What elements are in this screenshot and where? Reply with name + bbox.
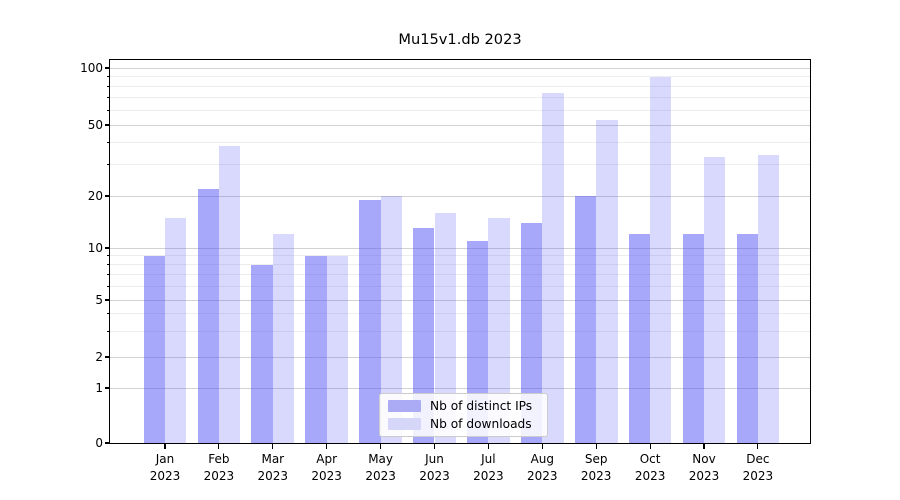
- legend-row-downloads: Nb of downloads: [388, 417, 539, 431]
- x-tick-label: Aug 2023: [514, 451, 570, 484]
- x-tick-label: Dec 2023: [730, 451, 786, 484]
- x-tick-label-year: 2023: [149, 468, 181, 483]
- y-tick-label: 20: [87, 189, 103, 203]
- legend-label-downloads: Nb of downloads: [430, 416, 532, 431]
- x-tick-label-year: 2023: [688, 468, 720, 483]
- y-tick-label: 5: [95, 293, 103, 307]
- legend-swatch-distinct-ips: [388, 400, 421, 413]
- x-tick-label: May 2023: [353, 451, 409, 484]
- x-tick-label-year: 2023: [203, 468, 235, 483]
- x-tick-label: Nov 2023: [676, 451, 732, 484]
- x-tick-mark: [757, 444, 759, 449]
- x-tick-label-year: 2023: [527, 468, 558, 483]
- plot-border: [108, 58, 812, 445]
- x-tick-mark: [595, 444, 597, 449]
- x-tick-label: Apr 2023: [299, 451, 355, 484]
- x-tick-mark: [218, 444, 220, 449]
- x-tick-label-year: 2023: [473, 468, 504, 483]
- x-tick-label-year: 2023: [311, 468, 342, 483]
- x-tick-label: Feb 2023: [191, 451, 247, 484]
- x-tick-mark: [272, 444, 274, 449]
- y-tick-label: 10: [87, 241, 103, 255]
- x-tick-label: Mar 2023: [245, 451, 301, 484]
- legend: Nb of distinct IPs Nb of downloads: [379, 393, 548, 437]
- legend-label-distinct-ips: Nb of distinct IPs: [430, 399, 533, 414]
- legend-row-distinct-ips: Nb of distinct IPs: [388, 399, 539, 413]
- x-tick-mark: [703, 444, 705, 449]
- legend-swatch-downloads: [388, 417, 421, 430]
- x-tick-label-year: 2023: [419, 468, 450, 483]
- x-tick-label: Oct 2023: [622, 451, 678, 484]
- x-tick-label: Jun 2023: [407, 451, 463, 484]
- y-tick-label: 2: [95, 350, 103, 364]
- x-tick-label-year: 2023: [257, 468, 289, 483]
- x-tick-mark: [380, 444, 382, 449]
- x-tick-mark: [164, 444, 166, 449]
- x-tick-label: Jul 2023: [460, 451, 516, 484]
- y-tick-label: 50: [87, 118, 103, 132]
- x-tick-mark: [326, 444, 328, 449]
- x-tick-label: Sep 2023: [568, 451, 624, 484]
- y-tick-label: 100: [80, 61, 103, 75]
- x-tick-label: Jan 2023: [137, 451, 193, 484]
- x-tick-label-year: 2023: [365, 468, 396, 483]
- x-tick-label-year: 2023: [634, 468, 666, 483]
- x-tick-mark: [541, 444, 543, 449]
- x-tick-mark: [649, 444, 651, 449]
- y-tick-label: 0: [95, 436, 103, 450]
- x-tick-label-year: 2023: [742, 468, 774, 483]
- chart-title: Mu15v1.db 2023: [398, 31, 522, 48]
- x-tick-mark: [433, 444, 436, 449]
- x-tick-mark: [487, 444, 489, 449]
- x-tick-label-year: 2023: [580, 468, 612, 483]
- y-tick-label: 1: [95, 381, 103, 395]
